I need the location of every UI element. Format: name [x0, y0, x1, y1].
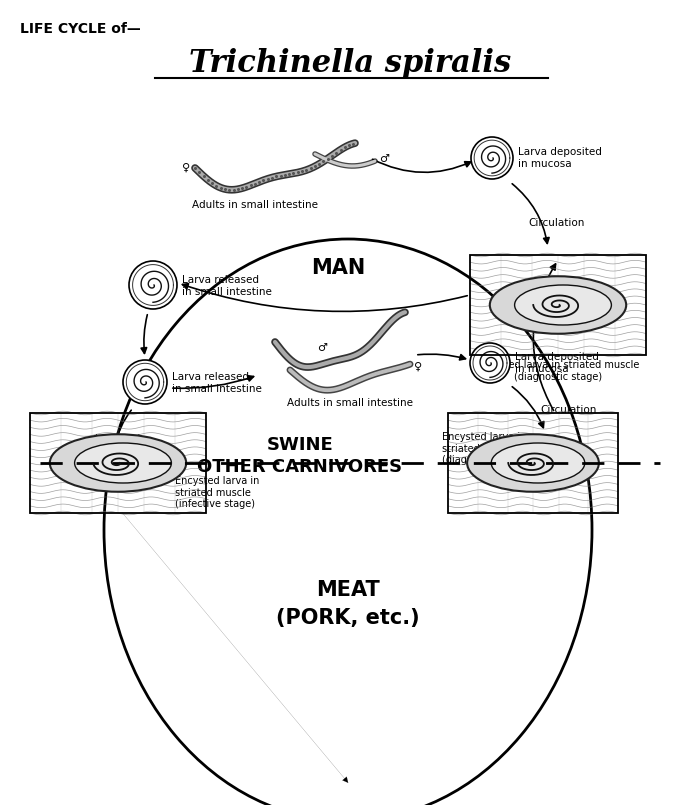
Ellipse shape: [490, 276, 626, 334]
Text: Larva released
in small intestine: Larva released in small intestine: [182, 275, 272, 296]
Bar: [30, 413, 206, 513]
Ellipse shape: [467, 434, 599, 492]
Circle shape: [471, 137, 513, 179]
Text: ♀: ♀: [182, 163, 190, 173]
Text: MAN: MAN: [311, 258, 365, 278]
Text: Encysted larva in striated muscle
(diagnostic stage): Encysted larva in striated muscle (diagn…: [476, 360, 640, 382]
Text: Circulation: Circulation: [528, 218, 584, 228]
Text: Ingested: Ingested: [95, 434, 140, 444]
Text: SWINE
OTHER CARNIVORES: SWINE OTHER CARNIVORES: [197, 436, 402, 477]
Text: Larva deposited
in mucosa: Larva deposited in mucosa: [518, 147, 602, 168]
Text: ♂: ♂: [379, 154, 389, 164]
Text: Encysted larva in
striated muscle
(diagnostic stage): Encysted larva in striated muscle (diagn…: [442, 432, 530, 465]
Text: ♀: ♀: [414, 361, 422, 371]
Text: ♂: ♂: [317, 343, 327, 353]
Text: Adults in small intestine: Adults in small intestine: [192, 200, 318, 210]
Ellipse shape: [75, 443, 172, 483]
Ellipse shape: [514, 285, 611, 325]
Text: Trichinella spiralis: Trichinella spiralis: [189, 48, 511, 79]
Text: LIFE CYCLE of—: LIFE CYCLE of—: [20, 22, 141, 36]
Text: Circulation: Circulation: [540, 405, 596, 415]
Text: Encysted larva in
striated muscle
(infective stage): Encysted larva in striated muscle (infec…: [175, 476, 260, 510]
Text: MEAT
(PORK, etc.): MEAT (PORK, etc.): [276, 580, 420, 628]
Text: Larva released
in small intestine: Larva released in small intestine: [172, 372, 262, 394]
Circle shape: [123, 360, 167, 404]
Bar: [470, 255, 646, 355]
Bar: [448, 413, 618, 513]
Circle shape: [470, 343, 510, 383]
Ellipse shape: [491, 443, 584, 483]
Text: Adults in small intestine: Adults in small intestine: [287, 398, 413, 408]
Text: Larva deposited
in mucosa: Larva deposited in mucosa: [515, 352, 599, 374]
Circle shape: [129, 261, 177, 309]
Ellipse shape: [50, 434, 186, 492]
